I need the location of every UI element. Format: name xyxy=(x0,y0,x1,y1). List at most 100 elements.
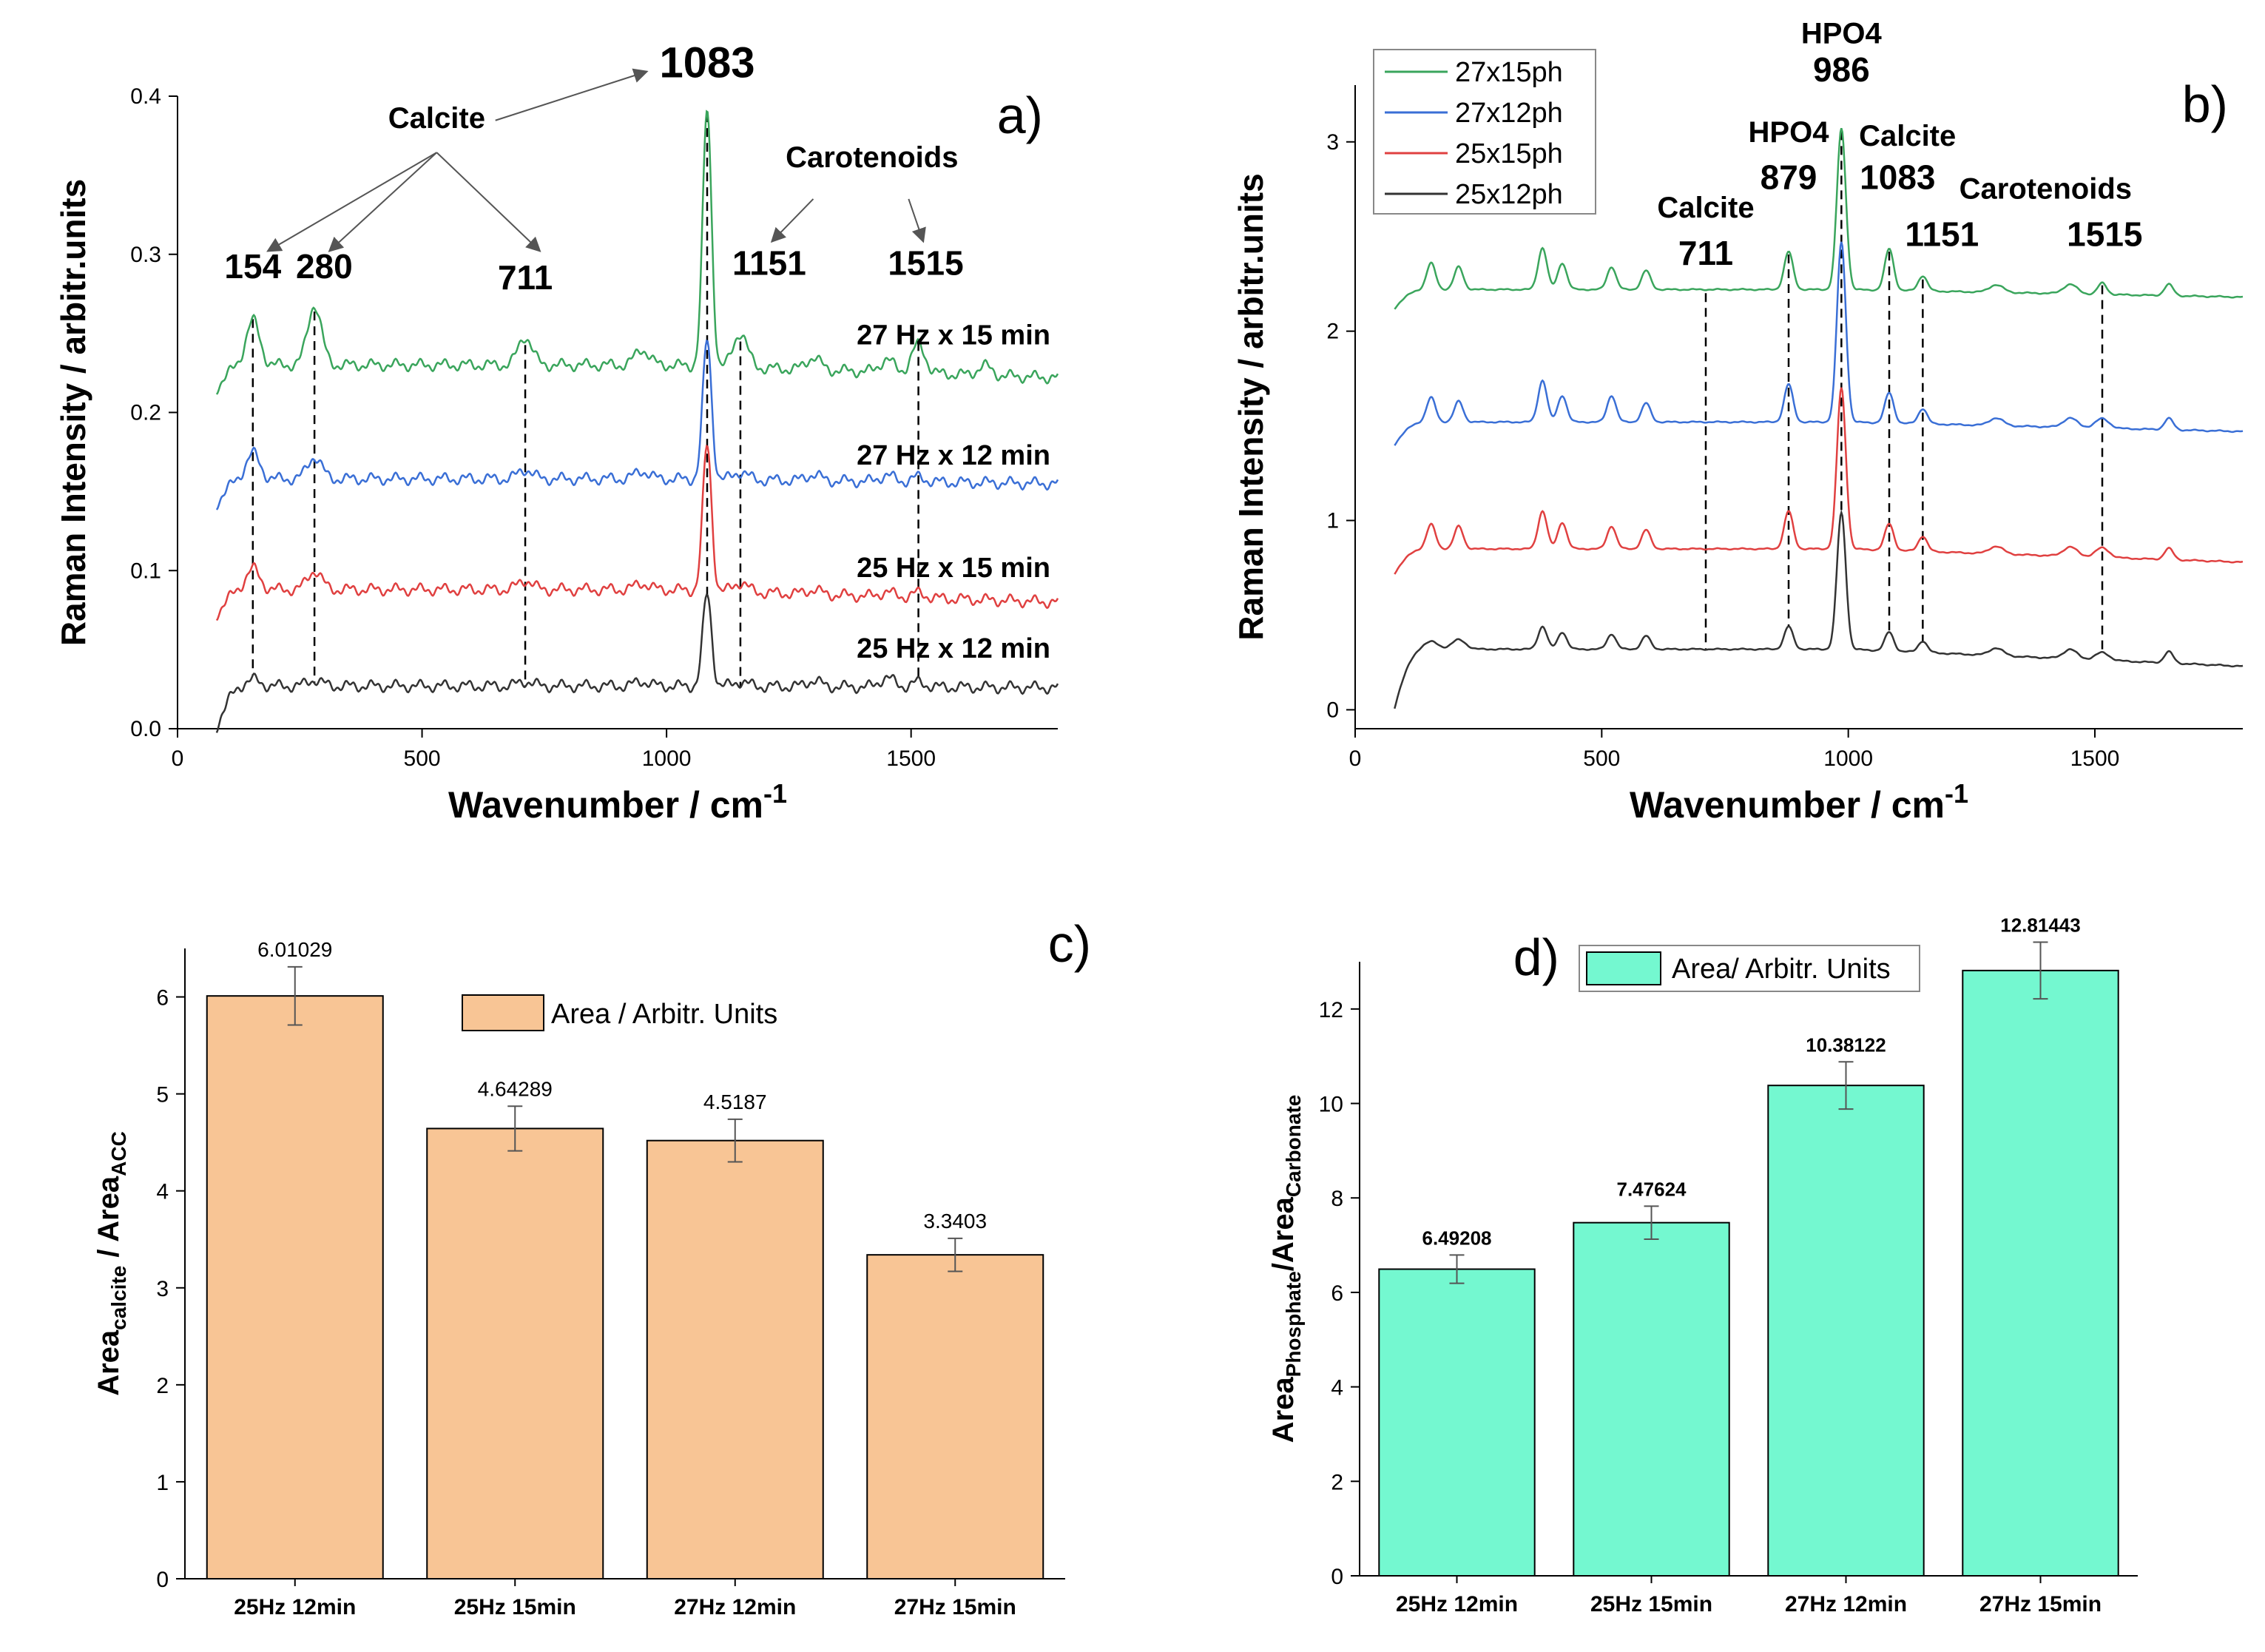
series-line-27-Hz-x-15-min xyxy=(215,109,1059,395)
panel-d-bar-chart: 0 2 4 6 8 10 12 6.49208 25Hz 12min 7.47624 25Hz 15… xyxy=(1267,914,2138,1616)
bar-value-label: 6.49208 xyxy=(1422,1227,1492,1249)
legend-entry: 27x12ph xyxy=(1455,98,1563,129)
legend-entry: 25x12ph xyxy=(1455,179,1563,210)
bar-value-label: 12.81443 xyxy=(2000,914,2080,937)
bar xyxy=(426,1127,604,1580)
carotenoids-arrow xyxy=(908,198,926,243)
legend-entry: 27x15ph xyxy=(1455,57,1563,88)
y-axis-label: Raman Intensity / arbitr.units xyxy=(1232,173,1270,640)
bar-value-label: 3.3403 xyxy=(923,1210,987,1233)
x-tick-label: 27Hz 15min xyxy=(894,1595,1016,1619)
bar-value-label: 4.5187 xyxy=(703,1090,767,1113)
peak-label: 1151 xyxy=(1905,215,1979,254)
y-tick-label: 4 xyxy=(156,1180,169,1204)
x-tick-label: 500 xyxy=(404,746,441,771)
y-tick-label: 3 xyxy=(1326,130,1339,155)
x-tick-label: 1500 xyxy=(2070,746,2120,771)
x-tick-label: 500 xyxy=(1583,746,1620,771)
bar xyxy=(1378,1268,1536,1577)
panel-c-bar-chart: 0 1 2 3 4 5 6 6.01029 25Hz 12min 4.64289 25Hz 15mi… xyxy=(92,915,1091,1619)
x-tick-label: 0 xyxy=(1349,746,1362,771)
panel-b-spectra-chart: 0 500 1000 1500 0 1 2 3 Wavenumber / cm-1 Raman I… xyxy=(1232,18,2244,826)
peak-label: 154 xyxy=(224,247,281,286)
x-tick-label: 1000 xyxy=(642,746,692,771)
y-tick-label: 0 xyxy=(156,1568,169,1592)
bar-value-label: 7.47624 xyxy=(1617,1178,1687,1200)
series-end-label: 27 Hz x 15 min xyxy=(857,320,1050,351)
calcite-arrow xyxy=(436,152,541,252)
y-axis-label: Areacalcite / AreaACC xyxy=(92,1131,130,1396)
group-label: Carotenoids xyxy=(786,141,958,174)
peak-label: 1515 xyxy=(888,244,963,283)
series-line-27x15ph xyxy=(1394,127,2244,310)
y-tick-label: 1 xyxy=(1326,509,1339,533)
y-tick-label: 12 xyxy=(1319,998,1343,1022)
bar xyxy=(866,1254,1044,1579)
bar-value-label: 4.64289 xyxy=(478,1077,553,1100)
peak-label: 711 xyxy=(498,258,553,297)
y-tick-label: 10 xyxy=(1319,1093,1343,1117)
y-tick-label: 0.4 xyxy=(130,84,161,109)
bar-value-label: 6.01029 xyxy=(257,938,332,961)
x-tick-label: 25Hz 12min xyxy=(234,1595,356,1619)
series-line-25x15ph xyxy=(1394,387,2244,575)
y-tick-label: 0.0 xyxy=(130,717,161,741)
x-tick-label: 27Hz 12min xyxy=(674,1595,796,1619)
bar xyxy=(1767,1085,1925,1577)
group-label: Calcite xyxy=(388,102,485,135)
bar xyxy=(206,995,384,1579)
panel-corner-label: c) xyxy=(1048,915,1091,973)
legend-swatch xyxy=(1586,951,1661,985)
peak-label: 1151 xyxy=(732,244,806,283)
panel-a-spectra-chart: 0 500 1000 1500 0.0 0.1 0.2 0.3 0.4 Wavenumber / … xyxy=(54,38,1059,826)
series-line-25-Hz-x-12-min xyxy=(215,593,1059,733)
peak-label: 879 xyxy=(1761,158,1817,197)
calcite-arrow xyxy=(266,152,437,252)
y-tick-label: 0 xyxy=(1331,1565,1343,1589)
y-axis-label: Raman Intensity / arbitr.units xyxy=(54,179,92,646)
legend-swatch xyxy=(462,994,544,1031)
peak-label: 1083 xyxy=(659,38,755,87)
y-tick-label: 6 xyxy=(156,986,169,1011)
group-label: Carotenoids xyxy=(1959,173,2132,206)
legend-box xyxy=(1373,49,1596,215)
legend-entry: 25x15ph xyxy=(1455,138,1563,169)
y-tick-label: 2 xyxy=(1331,1470,1343,1494)
group-label: Calcite xyxy=(1859,120,1956,152)
y-axis-label: AreaPhosphate/AreaCarbonate xyxy=(1267,1095,1305,1443)
y-tick-label: 0.1 xyxy=(130,559,161,583)
series-line-27x12ph xyxy=(1394,241,2244,446)
x-tick-label: 0 xyxy=(172,746,184,771)
panel-corner-label: b) xyxy=(2182,75,2228,133)
calcite-arrow xyxy=(328,152,438,252)
x-axis-label: Wavenumber / cm-1 xyxy=(448,778,787,826)
x-tick-label: 1500 xyxy=(886,746,936,771)
y-tick-label: 5 xyxy=(156,1083,169,1107)
x-tick-label: 25Hz 15min xyxy=(1590,1592,1712,1616)
series-end-label: 25 Hz x 12 min xyxy=(857,633,1050,664)
bar xyxy=(1962,969,2119,1577)
legend-entry: Area/ Arbitr. Units xyxy=(1672,954,1891,985)
peak-label: 711 xyxy=(1678,234,1733,272)
calcite-arrow xyxy=(495,68,649,121)
y-tick-label: 2 xyxy=(1326,320,1339,344)
series-line-25-Hz-x-15-min xyxy=(215,444,1059,621)
peak-label: 1083 xyxy=(1860,158,1935,197)
x-tick-label: 1000 xyxy=(1823,746,1873,771)
legend-entry: Area / Arbitr. Units xyxy=(551,999,777,1030)
series-end-label: 27 Hz x 12 min xyxy=(857,440,1050,471)
x-tick-label: 25Hz 15min xyxy=(454,1595,576,1619)
peak-label: 986 xyxy=(1813,50,1870,89)
group-label: HPO4 xyxy=(1801,18,1883,50)
bar-value-label: 10.38122 xyxy=(1806,1034,1886,1056)
y-tick-label: 0.3 xyxy=(130,243,161,267)
y-tick-label: 0.2 xyxy=(130,401,161,425)
group-label: Calcite xyxy=(1657,192,1754,224)
y-tick-label: 2 xyxy=(156,1374,169,1398)
x-tick-label: 27Hz 12min xyxy=(1785,1592,1907,1616)
peak-label: 1515 xyxy=(2067,215,2142,254)
y-tick-label: 3 xyxy=(156,1277,169,1301)
y-tick-label: 1 xyxy=(156,1471,169,1495)
panel-corner-label: d) xyxy=(1513,928,1559,986)
